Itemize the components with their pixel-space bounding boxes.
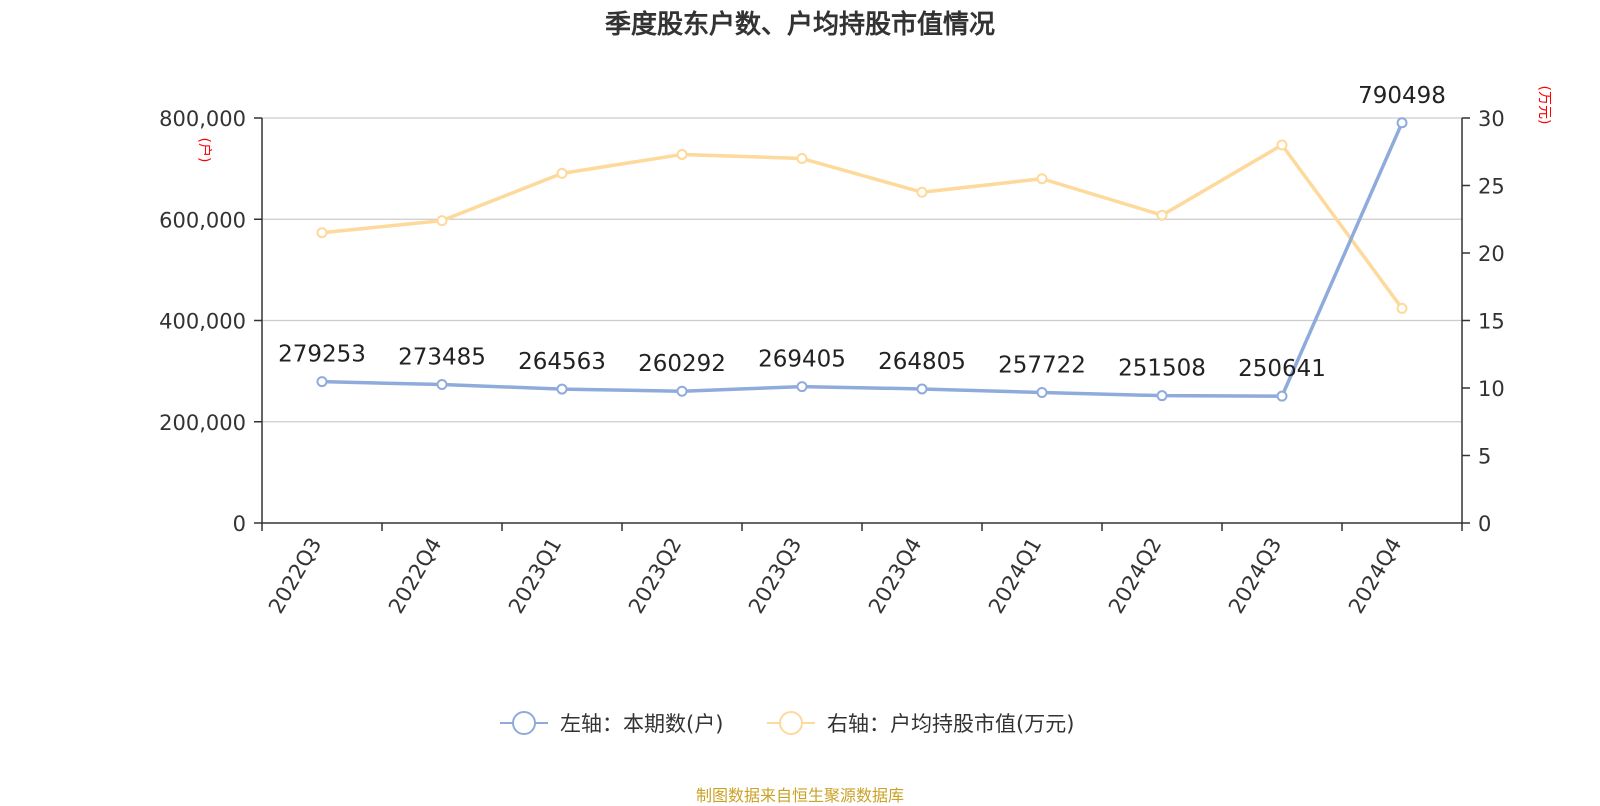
data-point-right [796, 153, 808, 164]
data-point-left [1276, 390, 1288, 402]
data-point-left [916, 383, 928, 395]
x-axis-category-label: 2023Q2 [624, 534, 686, 618]
left-axis-tick-label: 200,000 [159, 411, 246, 435]
data-label: 264563 [518, 349, 606, 375]
data-point-left [1156, 390, 1168, 402]
right-axis-tick-label: 30 [1478, 107, 1505, 131]
left-axis-tick-label: 600,000 [159, 208, 246, 232]
right-axis-unit-label: (万元) [1536, 86, 1552, 125]
data-point-left [316, 376, 328, 388]
data-point-right [1156, 209, 1168, 221]
data-point-left [1396, 117, 1408, 129]
data-point-left [796, 381, 808, 393]
x-axis-category-label: 2024Q3 [1224, 534, 1286, 618]
grid-lines [262, 117, 1462, 423]
data-point-right [556, 167, 568, 179]
x-axis-category-label: 2022Q4 [384, 534, 446, 618]
data-point-left [676, 385, 688, 397]
right-axis-tick-label: 20 [1478, 242, 1505, 266]
legend-label: 右轴：户均持股市值(万元) [827, 712, 1074, 736]
legend-marker [779, 711, 803, 735]
x-axis-category-label: 2023Q1 [504, 534, 566, 618]
left-axis-unit-label: (户) [196, 138, 213, 163]
data-point-left [1036, 387, 1048, 399]
right-axis-tick-label: 5 [1478, 445, 1491, 469]
left-axis-tick-label: 800,000 [159, 107, 246, 131]
data-source-note: 制图数据来自恒生聚源数据库 [695, 786, 904, 805]
legend-marker [512, 711, 536, 735]
data-label: 279253 [278, 342, 366, 368]
left-axis-tick-label: 400,000 [159, 310, 246, 334]
right-axis-tick-label: 0 [1478, 512, 1491, 536]
legend: 左轴：本期数(户) 右轴：户均持股市值(万元) [500, 711, 1074, 736]
data-point-right [676, 148, 688, 160]
right-axis-tick-label: 15 [1478, 310, 1505, 334]
data-point-right [1036, 173, 1048, 185]
x-axis-category-label: 2024Q1 [984, 534, 1046, 618]
data-label: 264805 [878, 349, 966, 375]
data-label: 251508 [1118, 356, 1206, 382]
data-point-left [556, 383, 568, 395]
data-label: 257722 [998, 353, 1086, 379]
data-point-right [316, 227, 328, 239]
data-point-right [1276, 139, 1288, 151]
data-label: 260292 [638, 351, 726, 377]
data-label: 790498 [1358, 83, 1446, 109]
data-point-right [436, 215, 448, 227]
x-axis-category-label: 2022Q3 [264, 534, 326, 618]
x-axis-category-label: 2023Q4 [864, 534, 926, 618]
x-axis-category-label: 2023Q3 [744, 534, 806, 618]
chart-canvas: 0 200,000 400,000 600,000 800,000 0 5 10 15 20 25 3… [159, 83, 1552, 736]
axes: 0 200,000 400,000 600,000 800,000 0 5 10 15 20 25 3… [159, 86, 1552, 618]
data-labels: 279253 273485 264563 260292 269405 264805 2577… [278, 83, 1446, 382]
x-axis-category-label: 2024Q2 [1104, 534, 1166, 618]
right-axis-tick-label: 10 [1478, 377, 1505, 401]
series-line-left [321, 122, 1404, 398]
chart-title: 季度股东户数、户均持股市值情况 [604, 10, 995, 40]
series-lines [316, 117, 1408, 402]
data-point-left [436, 379, 448, 391]
data-point-right [1396, 302, 1408, 314]
legend-label: 左轴：本期数(户) [560, 712, 723, 736]
x-axis-category-label: 2024Q4 [1344, 534, 1406, 618]
left-axis-tick-label: 0 [233, 512, 246, 536]
series-line-right [321, 143, 1404, 310]
right-axis-tick-label: 25 [1478, 175, 1505, 199]
data-label: 269405 [758, 347, 846, 373]
data-label: 250641 [1238, 356, 1326, 382]
data-point-right [916, 186, 928, 198]
data-label: 273485 [398, 345, 486, 371]
